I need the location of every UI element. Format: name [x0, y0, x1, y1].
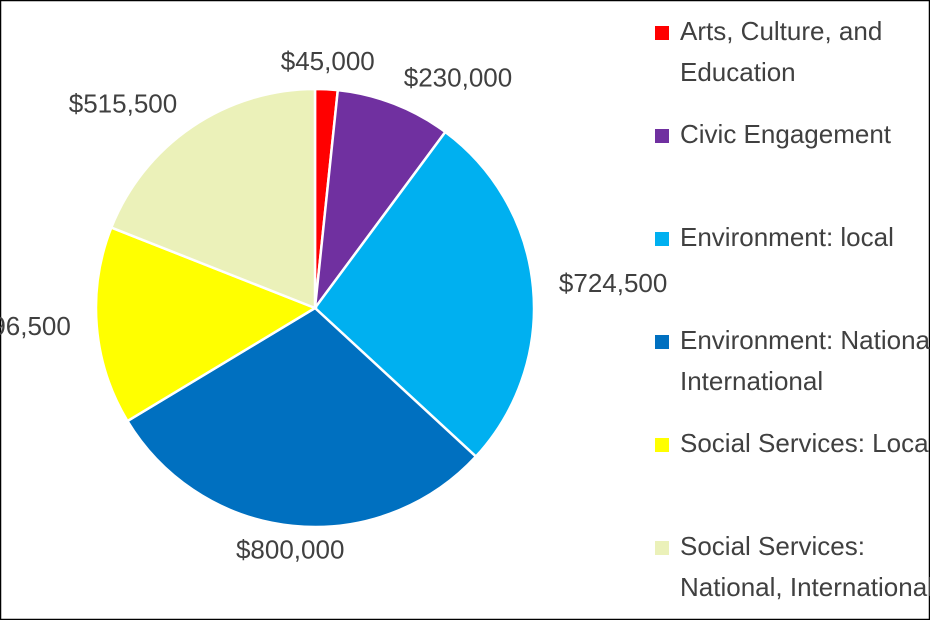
pie-slice — [109, 87, 317, 310]
pie-slice — [125, 306, 478, 529]
legend-label: Civic Engagement — [680, 119, 892, 149]
legend-label: Social Services: National, International — [680, 531, 930, 602]
pie: $45,000 $230,000 $724,500 $800,000 $396,500 $… — [0, 46, 667, 564]
data-label: $230,000 — [404, 63, 512, 93]
legend-label: Environment: National, International — [680, 325, 930, 396]
legend-label: Environment: local — [680, 222, 894, 252]
legend-swatch — [655, 438, 669, 452]
legend-swatch — [655, 232, 669, 246]
legend: Arts, Culture, and Education Civic Engagem… — [655, 16, 930, 602]
pie-slice — [313, 130, 536, 459]
legend-swatch — [655, 541, 669, 555]
legend-label: Arts, Culture, and Education — [680, 16, 882, 87]
data-label: $45,000 — [281, 46, 375, 76]
data-label: $800,000 — [236, 535, 344, 565]
legend-swatch — [655, 26, 669, 40]
legend-swatch — [655, 335, 669, 349]
legend-label: Social Services: Local — [680, 428, 930, 458]
data-label: $396,500 — [0, 311, 71, 341]
legend-swatch — [655, 129, 669, 143]
data-label: $724,500 — [559, 268, 667, 298]
pie-slice — [94, 225, 318, 423]
data-label: $515,500 — [69, 88, 177, 118]
pie-slice — [313, 88, 448, 313]
